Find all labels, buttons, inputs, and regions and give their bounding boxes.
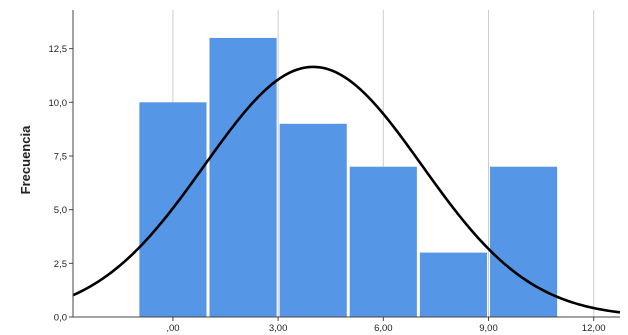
- y-tick-labels: 0,0 2,5 5,0 7,5 10,0 12,5: [49, 44, 73, 324]
- bar-5: [490, 166, 558, 317]
- y-tick-label: 0,0: [54, 313, 67, 324]
- y-tick-label: 2,5: [54, 259, 67, 270]
- normal-curve: [72, 65, 621, 314]
- x-tick-label: 6,00: [374, 323, 393, 334]
- x-tick-labels: ,00 3,00 6,00 9,00 12,00: [166, 317, 606, 334]
- normal-curve-layer: [72, 65, 621, 314]
- x-tick-label: ,00: [166, 323, 179, 334]
- bar-2: [279, 123, 347, 317]
- bar-4: [419, 252, 488, 317]
- y-tick-label: 7,5: [54, 151, 67, 162]
- y-tick-label: 5,0: [54, 205, 67, 216]
- y-tick-label: 12,5: [49, 44, 68, 55]
- bar-3: [349, 166, 417, 317]
- x-tick-label: 12,00: [582, 323, 606, 334]
- x-tick-label: 3,00: [269, 323, 288, 334]
- bar-1: [209, 37, 277, 318]
- axes: [72, 10, 620, 318]
- y-axis-label: Frecuencia: [18, 125, 33, 194]
- y-tick-label: 10,0: [49, 98, 68, 109]
- x-tick-label: 9,00: [479, 323, 498, 334]
